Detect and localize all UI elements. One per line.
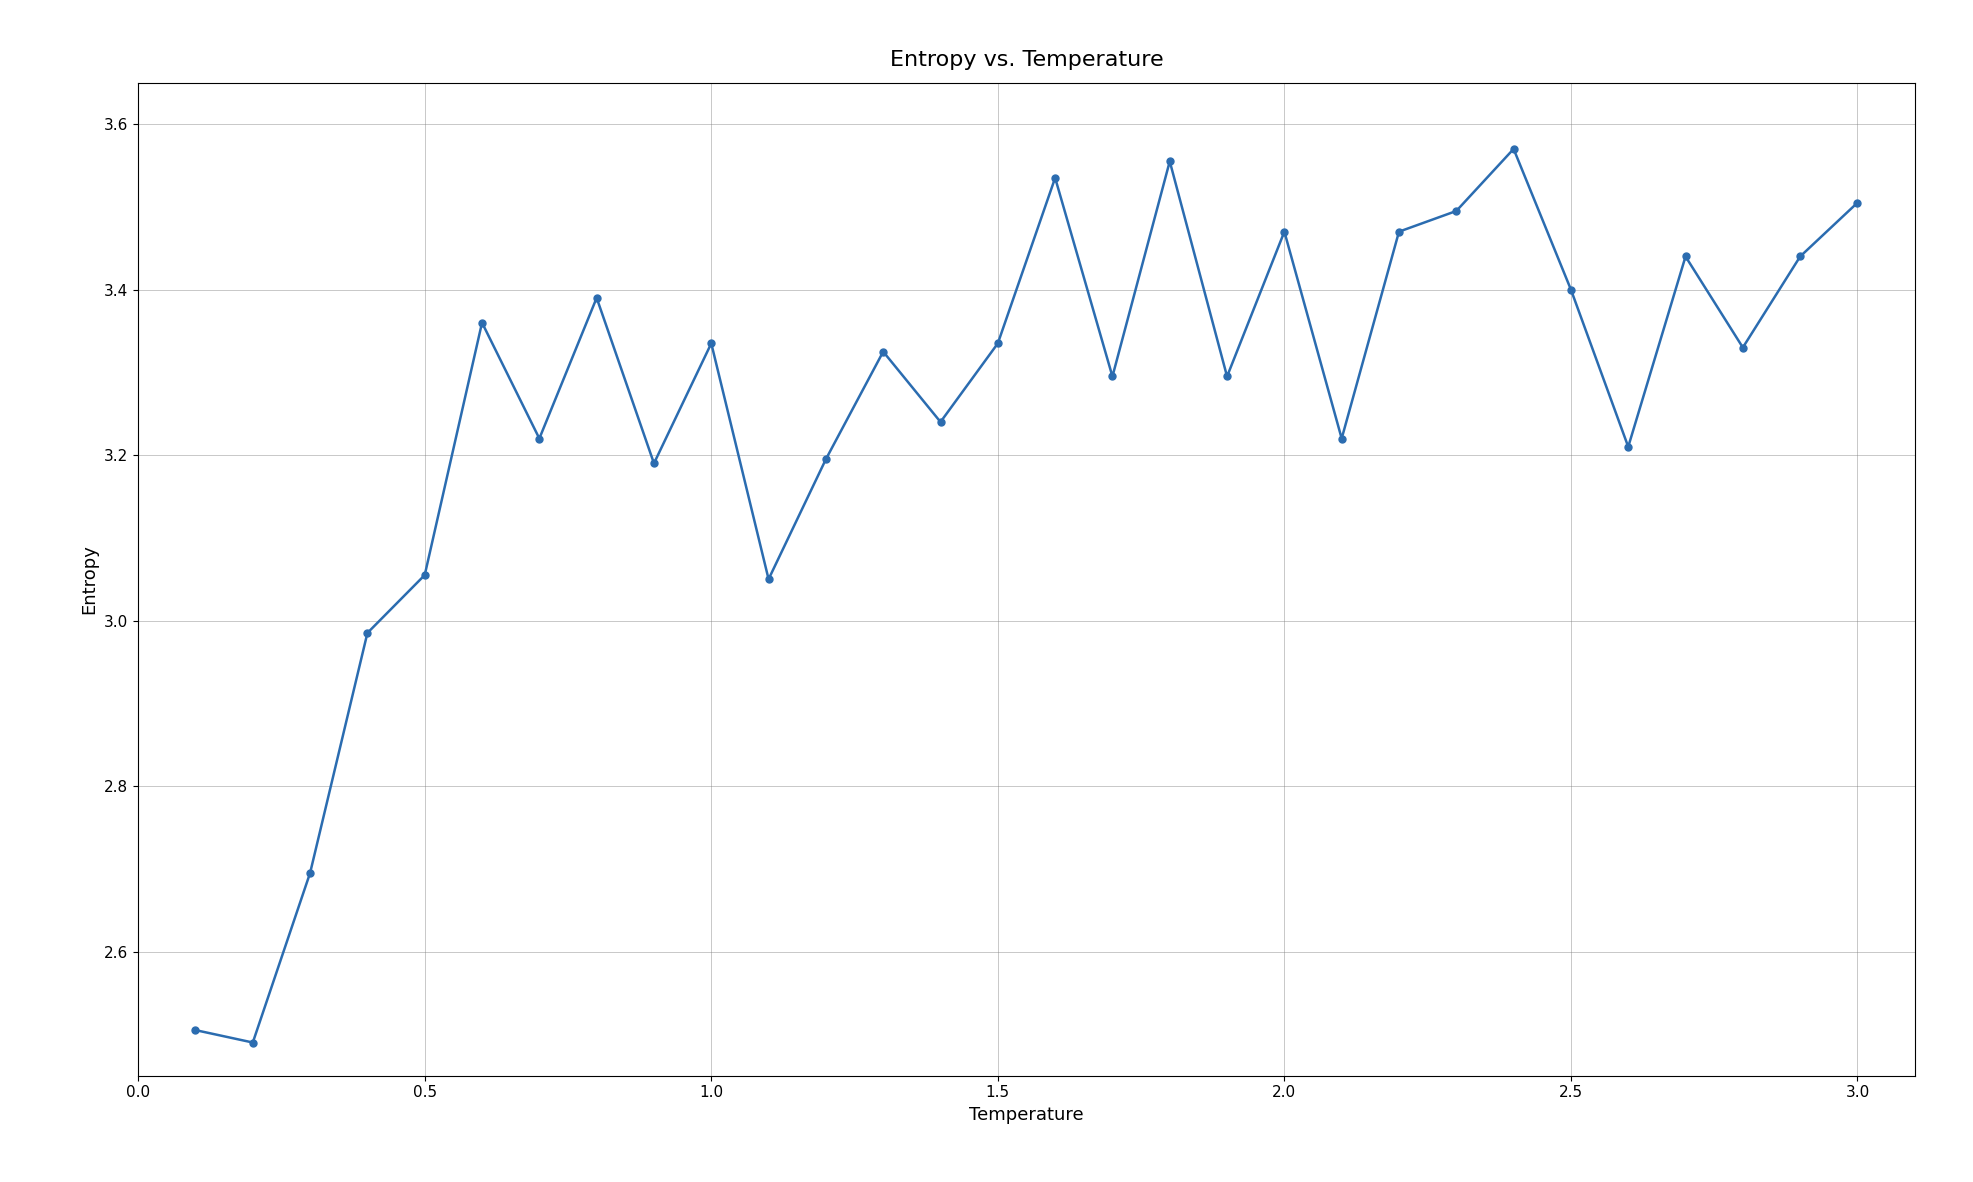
Y-axis label: Entropy: Entropy: [81, 544, 99, 615]
X-axis label: Temperature: Temperature: [969, 1106, 1083, 1124]
Title: Entropy vs. Temperature: Entropy vs. Temperature: [890, 50, 1162, 70]
